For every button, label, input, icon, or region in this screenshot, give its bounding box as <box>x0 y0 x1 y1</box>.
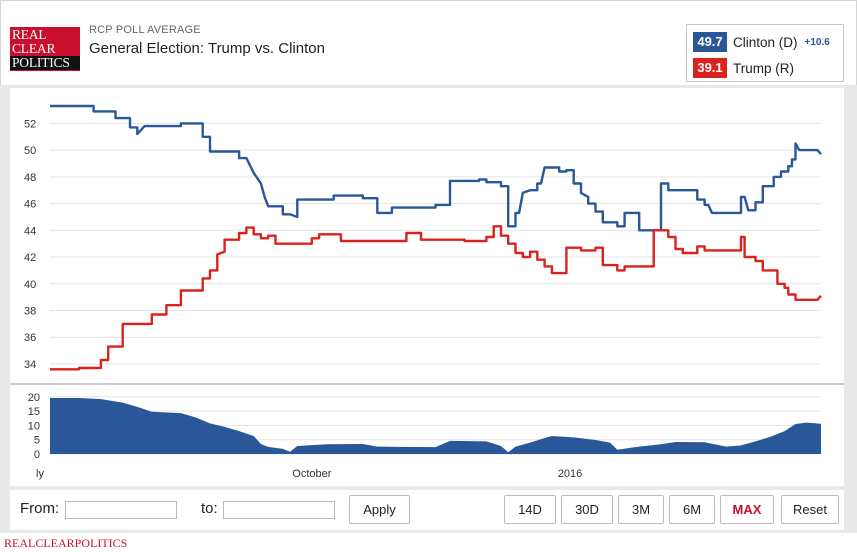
rcp-logo[interactable]: REAL CLEAR POLITICS <box>10 27 80 71</box>
lower-y-tick-label: 0 <box>34 449 40 461</box>
range-button-6m[interactable]: 6M <box>669 495 715 524</box>
lower-y-tick-label: 5 <box>34 435 40 447</box>
spread-area <box>50 398 821 454</box>
footer: REALCLEARPOLITICS <box>0 533 857 552</box>
upper-y-tick-label: 38 <box>24 306 36 318</box>
legend-row-trump: 39.1 Trump (R) <box>693 58 794 78</box>
spread-value: +10.6 <box>804 36 830 48</box>
x-tick-label: October <box>292 468 331 480</box>
apply-button[interactable]: Apply <box>349 495 410 524</box>
upper-y-tick-label: 48 <box>24 172 36 184</box>
header: REAL CLEAR POLITICS RCP POLL AVERAGE Gen… <box>0 0 857 85</box>
trump-series-line <box>50 225 822 371</box>
upper-y-tick-label: 52 <box>24 118 36 130</box>
range-button-30d[interactable]: 30D <box>561 495 613 524</box>
clinton-name: Clinton (D) <box>733 34 798 50</box>
upper-y-tick-label: 34 <box>24 359 36 371</box>
to-label: to: <box>201 500 218 517</box>
trump-value-badge: 39.1 <box>693 58 727 78</box>
poll-kicker: RCP POLL AVERAGE <box>89 24 201 36</box>
logo-line-1: REAL <box>12 27 47 42</box>
trump-name: Trump (R) <box>733 60 794 76</box>
upper-y-tick-label: 50 <box>24 145 36 157</box>
reset-button[interactable]: Reset <box>781 495 839 524</box>
date-controls: From: to: Apply 14D 30D 3M 6M MAX Reset <box>10 490 844 530</box>
upper-y-tick-label: 44 <box>24 225 36 237</box>
upper-y-tick-label: 36 <box>24 332 36 344</box>
from-date-input[interactable] <box>65 501 177 519</box>
page-title: General Election: Trump vs. Clinton <box>89 40 325 57</box>
lower-y-tick-label: 20 <box>28 392 40 404</box>
range-button-14d[interactable]: 14D <box>504 495 556 524</box>
clinton-value-badge: 49.7 <box>693 32 727 52</box>
footer-brand[interactable]: REALCLEARPOLITICS <box>4 536 128 550</box>
x-tick-label: ly <box>36 468 44 480</box>
logo-line-3: POLITICS <box>10 56 80 70</box>
to-date-input[interactable] <box>223 501 335 519</box>
upper-y-tick-label: 42 <box>24 252 36 264</box>
clinton-series-line <box>50 104 822 232</box>
poll-chart-svg[interactable]: 34 36 38 40 42 44 46 48 50 52 0 5 10 15 20 ly October 201… <box>10 88 844 486</box>
legend-row-clinton: 49.7 Clinton (D) +10.6 <box>693 32 830 52</box>
logo-line-2: CLEAR <box>12 41 56 56</box>
chart-area[interactable]: 34 36 38 40 42 44 46 48 50 52 0 5 10 15 20 ly October 201… <box>10 88 844 486</box>
upper-y-tick-label: 46 <box>24 199 36 211</box>
upper-y-tick-label: 40 <box>24 279 36 291</box>
from-label: From: <box>20 500 60 517</box>
legend-box: 49.7 Clinton (D) +10.6 39.1 Trump (R) <box>686 24 844 82</box>
x-tick-label: 2016 <box>558 468 582 480</box>
range-button-max[interactable]: MAX <box>720 495 774 524</box>
lower-y-tick-label: 15 <box>28 406 40 418</box>
lower-y-tick-label: 10 <box>28 420 40 432</box>
range-button-3m[interactable]: 3M <box>618 495 664 524</box>
